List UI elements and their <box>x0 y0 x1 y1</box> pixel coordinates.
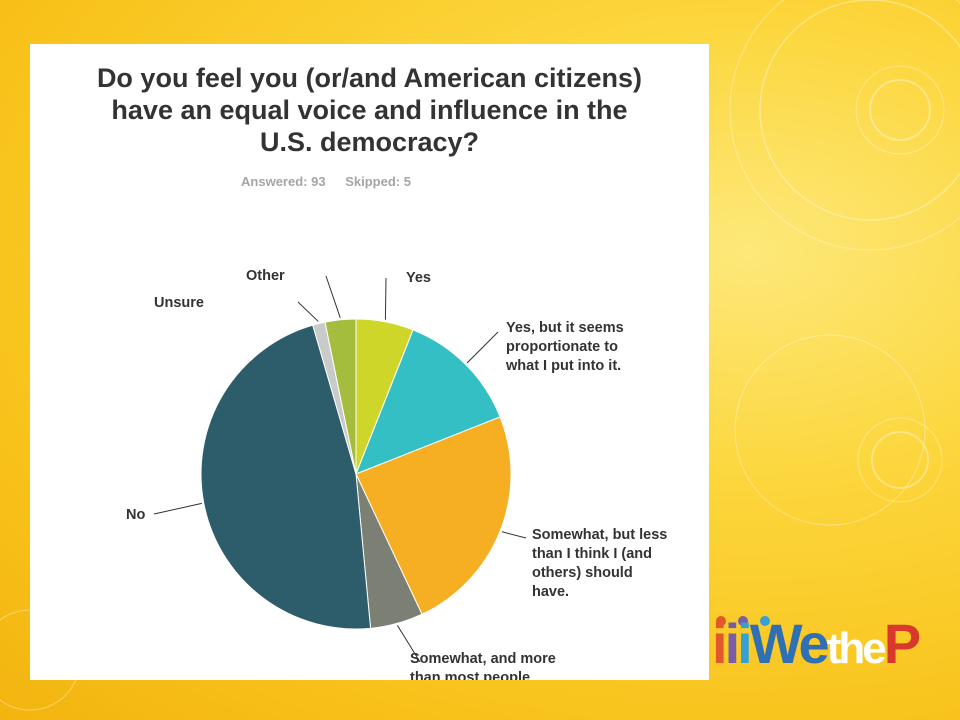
slice-label: Yes <box>406 270 431 286</box>
response-stats: Answered: 93 Skipped: 5 <box>30 174 622 189</box>
label-leader-line <box>153 502 202 515</box>
label-leader-line <box>325 275 341 318</box>
logo-letter-i: i <box>737 612 752 675</box>
logo-wordmark: iiiWetheP <box>712 608 921 685</box>
wethep-logo: iiiWetheP <box>712 608 932 680</box>
chart-title-line: U.S. democracy? <box>259 127 480 157</box>
label-leader-line <box>397 625 421 663</box>
pie-slice <box>355 329 501 475</box>
chart-title-line: have an equal voice and influence in the <box>111 95 628 125</box>
label-leader-line <box>384 277 387 320</box>
logo-p: P <box>883 612 921 675</box>
slice-label: Yes, but it seems proportionate to what I … <box>505 320 624 374</box>
answered-count: Answered: 93 <box>241 174 326 189</box>
slice-label: Unsure <box>154 295 204 311</box>
slice-label: Other <box>246 268 285 284</box>
survey-chart-card: Do you feel you (or/and American citizen… <box>30 44 709 680</box>
chart-title-line: Do you feel you (or/and American citizen… <box>96 63 643 93</box>
label-leader-line <box>466 331 499 364</box>
pie-chart: Yes Yes, but it seems proportionate to what… <box>126 268 667 680</box>
label-leader-line <box>501 531 527 539</box>
logo-we: We <box>749 612 830 675</box>
logo-the: the <box>826 624 887 673</box>
pie-slice <box>324 318 357 475</box>
slice-label: Somewhat, but less than I think I (and oth… <box>532 527 667 600</box>
logo-dot <box>760 616 770 626</box>
logo-dot <box>738 616 748 626</box>
chart-title: Do you feel you (or/and American citizen… <box>30 62 709 158</box>
logo-letter-i: i <box>724 612 740 675</box>
label-leader-line <box>297 301 319 322</box>
logo-dot <box>716 616 726 626</box>
skipped-count: Skipped: 5 <box>345 174 411 189</box>
pie-slice <box>355 416 512 615</box>
pie-slice <box>200 324 372 630</box>
slice-label: No <box>126 507 145 523</box>
logo-letter-i: i <box>712 612 727 675</box>
